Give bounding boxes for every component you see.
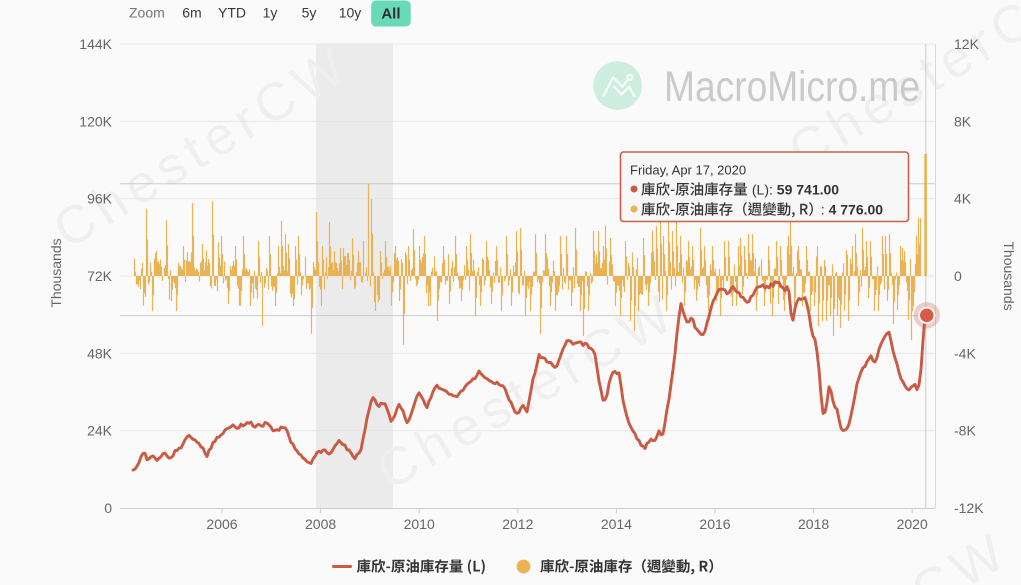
svg-text:: 4 776.00: : 4 776.00 (821, 202, 883, 218)
svg-text:48K: 48K (87, 345, 113, 361)
svg-text:4K: 4K (954, 191, 972, 207)
svg-text:All: All (381, 6, 400, 23)
svg-text:-12K: -12K (954, 500, 984, 516)
svg-text:144K: 144K (79, 36, 112, 52)
svg-text:MacroMicro.me: MacroMicro.me (664, 63, 920, 111)
svg-text:1y: 1y (263, 5, 278, 21)
svg-text:-4K: -4K (954, 345, 976, 361)
svg-text:12K: 12K (954, 36, 980, 52)
svg-text:2018: 2018 (798, 516, 829, 532)
svg-text:24K: 24K (87, 423, 113, 439)
svg-text:2020: 2020 (897, 516, 928, 532)
svg-text:(L): 59 741.00: (L): 59 741.00 (752, 182, 839, 198)
svg-text:Friday, Apr 17, 2020: Friday, Apr 17, 2020 (630, 163, 746, 178)
svg-text:120K: 120K (79, 113, 112, 129)
svg-text:2006: 2006 (206, 516, 237, 532)
svg-text:8K: 8K (954, 113, 972, 129)
svg-text:6m: 6m (182, 5, 201, 21)
svg-text:YTD: YTD (218, 5, 246, 21)
svg-text:2016: 2016 (699, 516, 730, 532)
svg-text:Zoom: Zoom (129, 5, 165, 21)
svg-text:2012: 2012 (502, 516, 533, 532)
svg-text:Thousands: Thousands (1001, 241, 1017, 310)
svg-text:0: 0 (954, 268, 962, 284)
svg-text:5y: 5y (302, 5, 317, 21)
svg-text:Thousands: Thousands (48, 238, 64, 307)
svg-text:2014: 2014 (601, 516, 632, 532)
svg-text:10y: 10y (339, 5, 362, 21)
svg-text:72K: 72K (87, 268, 113, 284)
svg-text:2010: 2010 (404, 516, 435, 532)
svg-text:0: 0 (104, 500, 112, 516)
svg-text:2008: 2008 (305, 516, 336, 532)
svg-text:-8K: -8K (954, 423, 976, 439)
svg-text:96K: 96K (87, 191, 113, 207)
